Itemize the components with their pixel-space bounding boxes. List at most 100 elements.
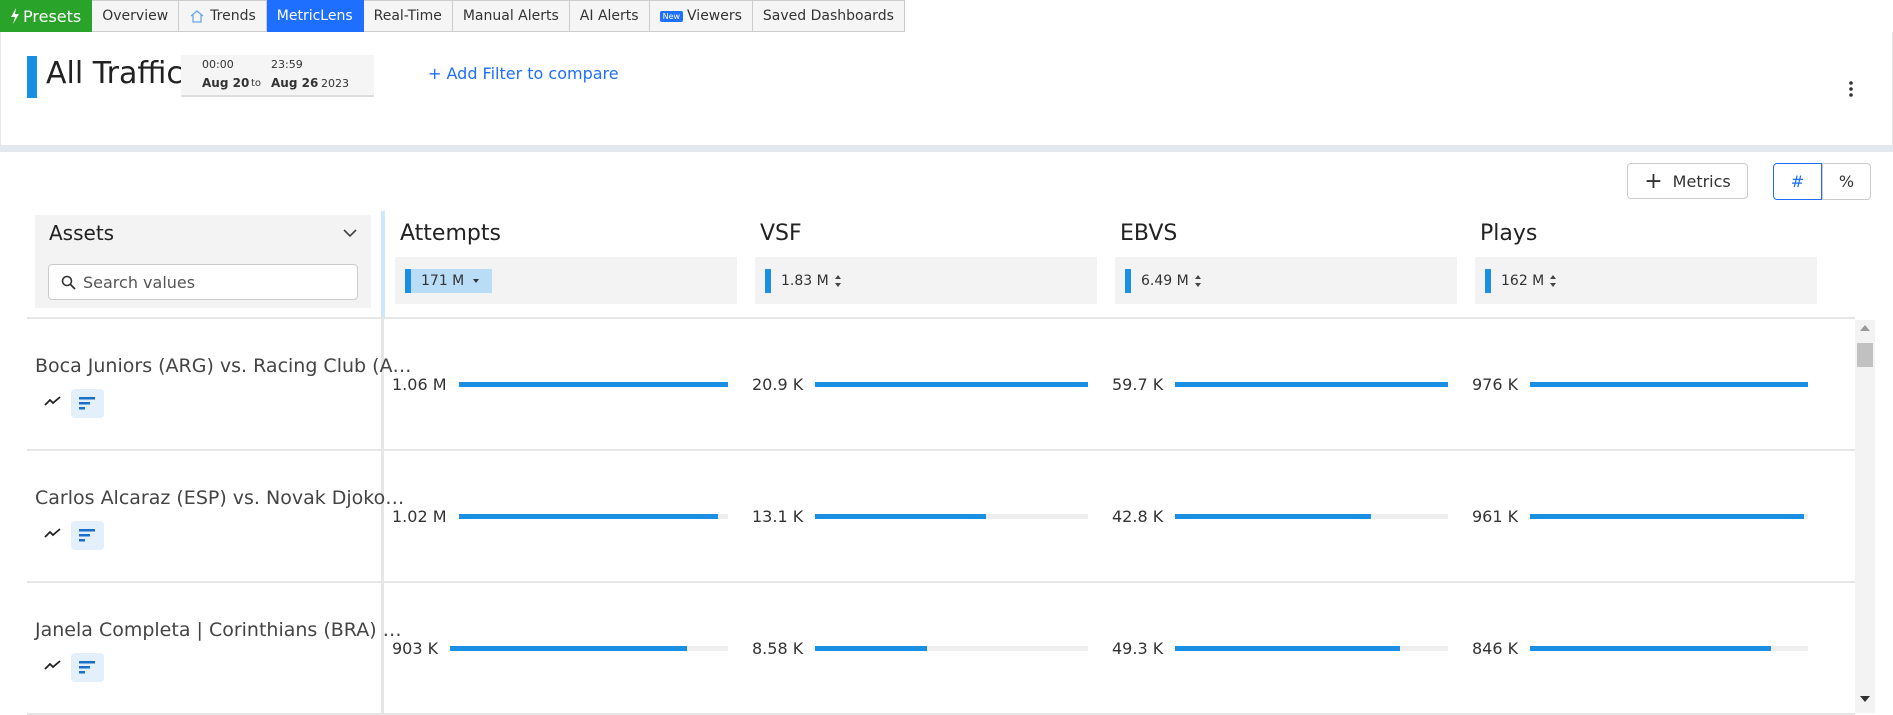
date-range[interactable]: 00:00 Aug 20 to 23:59 Aug 26 2023 xyxy=(181,55,374,97)
scroll-up[interactable] xyxy=(1859,324,1871,332)
bars-icon xyxy=(79,529,95,542)
tab[interactable]: Saved Dashboards xyxy=(752,0,905,32)
row-separator xyxy=(27,449,1855,451)
end-time: 23:59 xyxy=(271,58,303,71)
cell-value: 8.58 K xyxy=(752,638,804,658)
trend-icon[interactable] xyxy=(44,527,62,539)
cell-value: 1.06 M xyxy=(392,374,447,394)
percent-toggle[interactable]: % xyxy=(1822,163,1871,200)
metric-cell: 42.8 K xyxy=(1112,504,1448,528)
bar-track xyxy=(1175,645,1448,651)
metric-total-box[interactable]: 6.49 M xyxy=(1115,257,1457,304)
metric-cell: 1.02 M xyxy=(392,504,728,528)
tab-label: Manual Alerts xyxy=(462,8,559,24)
search-box[interactable]: Search values xyxy=(48,264,358,300)
metric-total: 1.83 M xyxy=(765,269,843,293)
start-date: Aug 20 xyxy=(202,76,250,90)
bars-icon xyxy=(79,397,95,410)
panel-divider xyxy=(381,211,385,317)
asset-name[interactable]: Boca Juniors (ARG) vs. Racing Club (A… xyxy=(35,355,412,377)
bar xyxy=(1175,513,1371,519)
tab-label: AI Alerts xyxy=(579,8,639,24)
tab[interactable]: Presets xyxy=(0,0,93,32)
metric-cell: 8.58 K xyxy=(752,636,1088,660)
breakdown-icon[interactable] xyxy=(71,389,104,418)
tab[interactable]: Trends xyxy=(179,0,267,32)
cell-value: 13.1 K xyxy=(752,506,804,526)
metric-total-box[interactable]: 171 M xyxy=(395,257,737,304)
count-toggle[interactable]: # xyxy=(1773,163,1822,200)
metric-cell: 49.3 K xyxy=(1112,636,1448,660)
bar xyxy=(1175,645,1401,651)
tab-label: Trends xyxy=(210,8,256,24)
metric-cell: 903 K xyxy=(392,636,728,660)
bar xyxy=(458,513,718,519)
tab[interactable]: MetricLens xyxy=(266,0,364,32)
more-menu[interactable] xyxy=(1846,80,1856,98)
tab[interactable]: Overview xyxy=(92,0,180,32)
metric-cell: 976 K xyxy=(1472,372,1808,396)
tab[interactable]: Real-Time xyxy=(363,0,453,32)
breakdown-icon[interactable] xyxy=(71,653,104,682)
add-filter-link[interactable]: + Add Filter to compare xyxy=(428,64,619,83)
home-icon xyxy=(190,10,204,23)
tab-badge: New xyxy=(659,10,684,22)
metric-total-box[interactable]: 162 M xyxy=(1475,257,1817,304)
metric-cell: 13.1 K xyxy=(752,504,1088,528)
metric-cell: 1.06 M xyxy=(392,372,728,396)
tab-bar: Presets Overview Trends MetricLens Real-Time… xyxy=(0,0,905,32)
title-accent xyxy=(27,56,37,98)
sort-icon xyxy=(1550,275,1557,287)
metrics-button[interactable]: + Metrics xyxy=(1627,163,1748,199)
asset-name[interactable]: Janela Completa | Corinthians (BRA) … xyxy=(35,619,402,641)
bar-track xyxy=(815,513,1088,519)
metric-total: 162 M xyxy=(1485,269,1558,293)
row-separator xyxy=(27,317,1855,319)
start-time: 00:00 xyxy=(202,58,234,71)
cell-value: 961 K xyxy=(1472,506,1519,526)
bar xyxy=(815,645,928,651)
scroll-down[interactable] xyxy=(1859,695,1871,703)
scroll-thumb[interactable] xyxy=(1857,343,1873,367)
cell-value: 42.8 K xyxy=(1112,506,1164,526)
bar-track xyxy=(1530,513,1808,519)
metric-cell: 961 K xyxy=(1472,504,1808,528)
total-value: 171 M xyxy=(421,273,465,289)
bar-track xyxy=(815,645,1088,651)
separator xyxy=(0,146,1893,152)
bar-track xyxy=(1530,381,1808,387)
tab-label: Real-Time xyxy=(373,8,442,24)
bar-track xyxy=(815,381,1088,387)
tab[interactable]: New Viewers xyxy=(649,0,753,32)
page-title: All Traffic xyxy=(46,56,183,91)
search-placeholder: Search values xyxy=(83,273,196,292)
metric-header: VSF xyxy=(760,221,802,246)
total-value: 162 M xyxy=(1501,273,1545,289)
scrollbar[interactable] xyxy=(1855,320,1875,713)
bar xyxy=(1530,381,1808,387)
bar xyxy=(1530,645,1771,651)
bar xyxy=(815,513,987,519)
bar-track xyxy=(1175,513,1448,519)
tab[interactable]: Manual Alerts xyxy=(452,0,570,32)
assets-header[interactable]: Assets xyxy=(35,215,371,252)
metric-total-box[interactable]: 1.83 M xyxy=(755,257,1097,304)
metrics-label: Metrics xyxy=(1672,171,1731,191)
tab-label: Overview xyxy=(102,8,169,24)
bar-track xyxy=(450,645,728,651)
asset-name[interactable]: Carlos Alcaraz (ESP) vs. Novak Djoko… xyxy=(35,487,405,509)
total-accent xyxy=(1125,269,1131,293)
bar-track xyxy=(1530,645,1808,651)
metric-header: EBVS xyxy=(1120,221,1178,246)
bar xyxy=(1530,513,1804,519)
breakdown-icon[interactable] xyxy=(71,521,104,550)
tab[interactable]: AI Alerts xyxy=(569,0,650,32)
metric-header: Attempts xyxy=(400,221,501,246)
trend-icon[interactable] xyxy=(44,659,62,671)
total-accent xyxy=(1485,269,1491,293)
total-value: 1.83 M xyxy=(781,273,829,289)
trend-icon[interactable] xyxy=(44,395,62,407)
bar xyxy=(458,381,728,387)
tab-label: MetricLens xyxy=(276,8,353,24)
